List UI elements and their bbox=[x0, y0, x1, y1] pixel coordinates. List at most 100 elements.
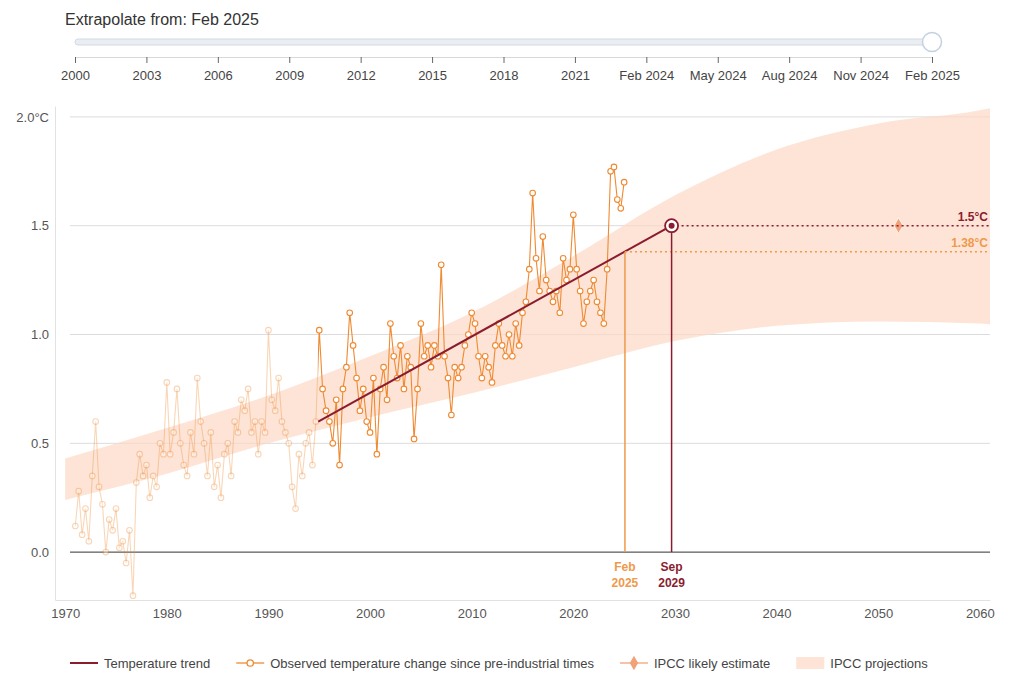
x-tick: 2020 bbox=[559, 600, 588, 621]
observed-point bbox=[249, 430, 255, 436]
annotation-value-label: 1.38°C bbox=[951, 236, 988, 250]
observed-point bbox=[330, 441, 336, 447]
x-tick-label: 2050 bbox=[864, 606, 893, 621]
observed-point bbox=[174, 386, 180, 392]
observed-point bbox=[577, 288, 583, 294]
observed-point bbox=[232, 419, 238, 425]
observed-point bbox=[157, 441, 163, 447]
x-tick: 2010 bbox=[458, 600, 487, 621]
observed-point bbox=[591, 277, 597, 283]
y-tick-label: 0.5 bbox=[31, 436, 49, 451]
observed-point bbox=[89, 473, 95, 479]
observed-point bbox=[106, 517, 112, 523]
slider-tick: 2009 bbox=[275, 57, 304, 83]
observed-point bbox=[333, 397, 339, 403]
slider-tick-mark bbox=[218, 57, 219, 63]
slider-tick-label: 2006 bbox=[204, 68, 233, 83]
slider-tick-label: 2012 bbox=[347, 68, 376, 83]
slider-tick-label: Feb 2025 bbox=[905, 68, 960, 83]
observed-point bbox=[306, 430, 312, 436]
observed-point bbox=[296, 451, 302, 457]
observed-point bbox=[543, 277, 549, 283]
observed-point bbox=[205, 473, 211, 479]
annotation-horizontal bbox=[625, 251, 990, 253]
slider-tick: 2006 bbox=[204, 57, 233, 83]
slider-tick-label: 2003 bbox=[132, 68, 161, 83]
observed-point bbox=[371, 375, 377, 381]
observed-point bbox=[411, 436, 417, 442]
observed-point bbox=[479, 375, 485, 381]
observed-point bbox=[503, 353, 509, 359]
slider-tick-mark bbox=[289, 57, 290, 63]
observed-point bbox=[611, 164, 617, 170]
slider[interactable]: Extrapolate from: Feb 202520002003200620… bbox=[61, 11, 960, 83]
observed-point bbox=[154, 484, 160, 490]
observed-point bbox=[211, 484, 217, 490]
observed-point bbox=[520, 310, 526, 316]
slider-tick: 2012 bbox=[347, 57, 376, 83]
annotation-horizontal bbox=[672, 225, 990, 227]
observed-point bbox=[150, 473, 156, 479]
legend-label: IPCC likely estimate bbox=[654, 656, 770, 671]
annotation-value-label: 1.5°C bbox=[958, 210, 988, 224]
observed-point bbox=[222, 451, 228, 457]
observed-point bbox=[235, 430, 241, 436]
slider-tick-mark bbox=[789, 57, 790, 63]
observed-point bbox=[198, 419, 204, 425]
observed-point bbox=[266, 327, 272, 333]
observed-point bbox=[449, 412, 455, 418]
observed-point bbox=[347, 310, 353, 316]
observed-point bbox=[344, 364, 350, 370]
slider-axis: 20002003200620092012201520182021Feb 2024… bbox=[61, 57, 960, 83]
y-tick: 2.0°C bbox=[16, 110, 55, 125]
slider-handle[interactable] bbox=[923, 33, 942, 52]
x-tick-label: 2020 bbox=[559, 606, 588, 621]
y-tick-label: 1.5 bbox=[31, 218, 49, 233]
x-tick-label: 2010 bbox=[458, 606, 487, 621]
observed-point bbox=[357, 408, 363, 414]
observed-point bbox=[120, 538, 126, 544]
observed-point bbox=[316, 327, 322, 333]
y-tick-label: 0.0 bbox=[31, 545, 49, 560]
observed-point bbox=[208, 430, 214, 436]
observed-point bbox=[384, 397, 390, 403]
observed-point bbox=[215, 462, 221, 468]
slider-tick-mark bbox=[361, 57, 362, 63]
y-tick: 1.0 bbox=[31, 327, 55, 342]
observed-point bbox=[245, 386, 251, 392]
slider-tick: 2015 bbox=[418, 57, 447, 83]
observed-point bbox=[161, 451, 167, 457]
observed-point bbox=[255, 451, 261, 457]
slider-tick-label: Aug 2024 bbox=[762, 68, 818, 83]
observed-point bbox=[472, 321, 478, 327]
projection-band bbox=[65, 106, 990, 500]
observed-point bbox=[259, 419, 265, 425]
annotation-date-line: 2025 bbox=[612, 576, 639, 590]
observed-point bbox=[527, 266, 533, 272]
observed-point bbox=[571, 212, 577, 218]
x-tick: 2060 bbox=[966, 600, 995, 621]
legend-swatch-marker bbox=[247, 660, 253, 666]
observed-point bbox=[510, 353, 516, 359]
observed-point bbox=[137, 451, 143, 457]
annotation-date-line: Feb bbox=[614, 560, 635, 574]
observed-point bbox=[432, 343, 438, 349]
observed-point bbox=[194, 375, 200, 381]
slider-track[interactable] bbox=[75, 39, 932, 45]
observed-point bbox=[537, 288, 543, 294]
observed-point bbox=[303, 441, 309, 447]
legend-swatch-area bbox=[796, 657, 824, 669]
observed-point bbox=[445, 375, 451, 381]
observed-point bbox=[364, 419, 370, 425]
x-axis-line bbox=[56, 600, 991, 601]
legend-label: Observed temperature change since pre-in… bbox=[270, 656, 594, 671]
x-tick: 1970 bbox=[51, 600, 80, 621]
observed-point bbox=[117, 545, 123, 551]
observed-point bbox=[144, 462, 150, 468]
slider-tick-label: 2000 bbox=[61, 68, 90, 83]
observed-point bbox=[601, 321, 607, 327]
y-tick-label: 1.0 bbox=[31, 327, 49, 342]
legend-swatch bbox=[796, 657, 824, 669]
slider-tick-mark bbox=[932, 57, 933, 63]
grid-line bbox=[70, 225, 990, 226]
